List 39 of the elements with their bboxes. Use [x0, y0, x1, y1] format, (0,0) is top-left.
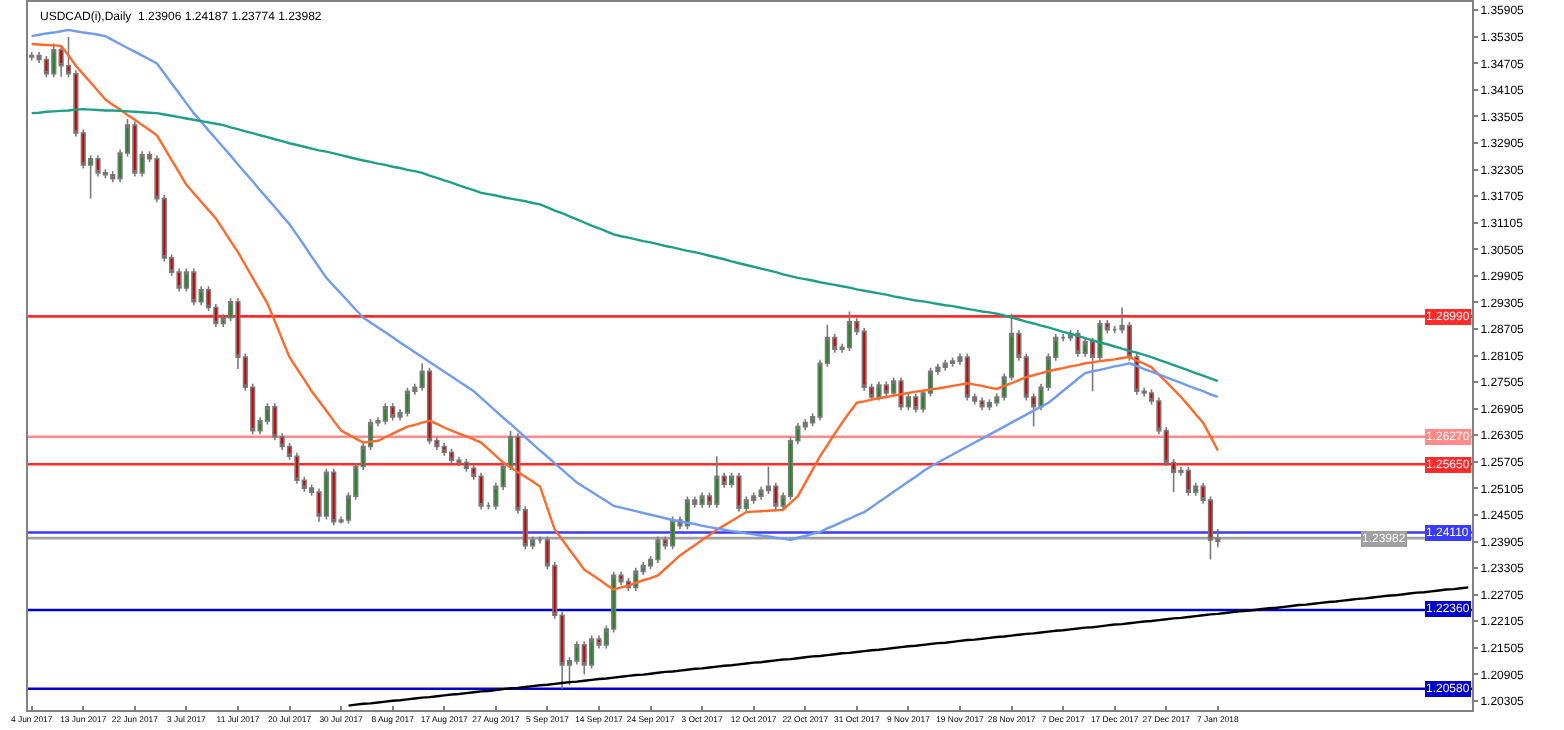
candlestick — [294, 451, 300, 485]
candlestick — [51, 42, 57, 79]
candlestick — [426, 366, 433, 446]
candlestick — [58, 45, 64, 78]
candlestick — [331, 467, 337, 527]
candlestick — [382, 402, 388, 426]
candlestick — [191, 267, 197, 307]
candlestick — [876, 380, 882, 402]
candlestick — [441, 442, 447, 457]
candlestick — [478, 471, 484, 511]
line-series — [347, 586, 1470, 707]
candlestick — [986, 398, 993, 412]
candlestick — [43, 55, 50, 79]
candlestick — [581, 640, 587, 676]
candlestick — [670, 515, 676, 551]
candlestick — [751, 491, 757, 505]
candlestick — [404, 386, 411, 418]
candlestick — [950, 356, 956, 368]
candlestick — [964, 352, 970, 402]
candlestick — [714, 455, 720, 509]
candlestick — [699, 491, 705, 509]
candlestick — [898, 376, 904, 412]
candlestick — [883, 380, 889, 398]
candlestick — [846, 310, 853, 352]
candlestick — [979, 396, 985, 412]
candlestick — [272, 402, 278, 442]
candlestick — [736, 471, 742, 513]
candlestick — [132, 120, 138, 178]
candlestick — [390, 402, 396, 422]
candlestick — [456, 455, 462, 467]
candlestick — [655, 535, 661, 564]
candlestick — [913, 392, 919, 414]
candlestick — [1185, 466, 1191, 497]
candlestick — [463, 458, 469, 473]
candlestick — [323, 467, 329, 521]
candlestick — [942, 358, 948, 372]
candlestick — [449, 447, 455, 465]
line-series — [30, 107, 1220, 383]
candlestick — [589, 634, 595, 670]
